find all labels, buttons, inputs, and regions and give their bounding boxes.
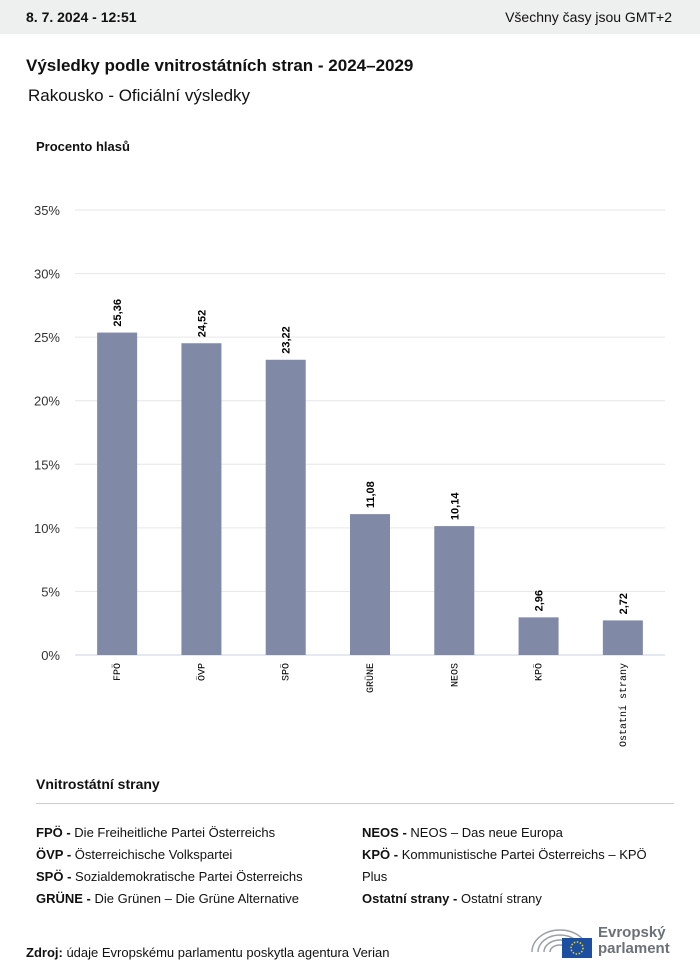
party-abbr: SPÖ - [36, 869, 72, 884]
party-abbr: ÖVP - [36, 847, 72, 862]
legend-title: Vnitrostátní strany [36, 776, 160, 792]
data-label: 11,08 [365, 481, 377, 508]
parliament-hemicycle-icon [531, 929, 592, 958]
logo-line1: Evropský [598, 924, 666, 941]
data-label: 25,36 [112, 299, 124, 327]
legend-column: FPÖ - Die Freiheitliche Partei Österreic… [36, 822, 346, 910]
party-abbr: FPÖ - [36, 825, 71, 840]
party-abbr: NEOS - [362, 825, 407, 840]
bar [97, 332, 138, 655]
source-text: údaje Evropskému parlamentu poskytla age… [66, 945, 390, 960]
date-time: 8. 7. 2024 - 12:51 [26, 9, 137, 25]
data-label: 2,96 [534, 590, 546, 611]
bar-chart: 0% 5% 10% 15% 20% 25% 30% 35% 25,36 FPÖ 24,52 ÖVP 23… [34, 203, 665, 747]
page-title: Výsledky podle vnitrostátních stran - 20… [26, 56, 414, 75]
legend-item: KPÖ - Kommunistische Partei Österreichs … [362, 844, 672, 888]
party-name: Sozialdemokratische Partei Österreichs [75, 869, 303, 884]
y-tick-label: 20% [34, 394, 60, 409]
party-abbr: KPÖ - [362, 847, 399, 862]
party-abbr: Ostatní strany - [362, 891, 458, 906]
legend-item: FPÖ - Die Freiheitliche Partei Österreic… [36, 822, 346, 844]
data-label: 10,14 [449, 492, 461, 520]
timezone-note: Všechny časy jsou GMT+2 [505, 9, 672, 25]
data-label: 24,52 [196, 310, 208, 338]
data-label: 2,72 [618, 593, 630, 614]
divider [36, 803, 674, 804]
source-note: Zdroj: údaje Evropskému parlamentu posky… [26, 945, 389, 960]
party-name: NEOS – Das neue Europa [410, 825, 563, 840]
party-name: Die Freiheitliche Partei Österreichs [74, 825, 276, 840]
party-name: Die Grünen – Die Grüne Alternative [94, 891, 300, 906]
data-label: 23,22 [281, 326, 293, 354]
party-name: Ostatní strany [460, 891, 542, 906]
y-tick-label: 35% [34, 203, 60, 218]
y-tick-label: 0% [41, 648, 60, 663]
x-tick-label: Ostatní strany [618, 663, 630, 747]
y-tick-label: 30% [34, 267, 60, 282]
x-tick-label: GRÜNE [364, 663, 377, 693]
top-bar: 8. 7. 2024 - 12:51 Všechny časy jsou GMT… [0, 0, 700, 34]
x-tick-label: FPÖ [111, 663, 124, 681]
bar [434, 526, 475, 655]
ep-logo: Evropský parlament [528, 924, 670, 958]
legend-column: NEOS - NEOS – Das neue Europa KPÖ - Kommu… [362, 822, 672, 910]
legend-item: GRÜNE - Die Grünen – Die Grüne Alternati… [36, 888, 346, 910]
legend-item: ÖVP - Österreichische Volkspartei [36, 844, 346, 866]
bar [265, 359, 306, 655]
y-tick-label: 25% [34, 330, 60, 345]
bar [350, 514, 390, 655]
x-tick-label: SPÖ [280, 663, 293, 681]
legend-item: Ostatní strany - Ostatní strany [362, 888, 672, 910]
source-label: Zdroj: [26, 945, 63, 960]
party-name: Kommunistische Partei Österreichs – KPÖ … [362, 847, 647, 884]
party-abbr: GRÜNE - [36, 891, 91, 906]
x-tick-label: ÖVP [195, 663, 208, 681]
y-tick-label: 5% [41, 584, 60, 599]
party-name: Österreichische Volkspartei [74, 847, 233, 862]
bar [518, 617, 559, 655]
legend-item: SPÖ - Sozialdemokratische Partei Österre… [36, 866, 346, 888]
legend-item: NEOS - NEOS – Das neue Europa [362, 822, 672, 844]
logo-line2: parlament [598, 940, 670, 957]
y-tick-label: 10% [34, 521, 60, 536]
bar [181, 343, 222, 655]
page-subtitle: Rakousko - Oficiální výsledky [28, 86, 251, 105]
bar [602, 620, 643, 655]
y-tick-label: 15% [34, 457, 60, 472]
y-axis-label: Procento hlasů [36, 139, 130, 154]
x-tick-label: NEOS [450, 663, 461, 687]
x-tick-label: KPÖ [533, 663, 546, 681]
